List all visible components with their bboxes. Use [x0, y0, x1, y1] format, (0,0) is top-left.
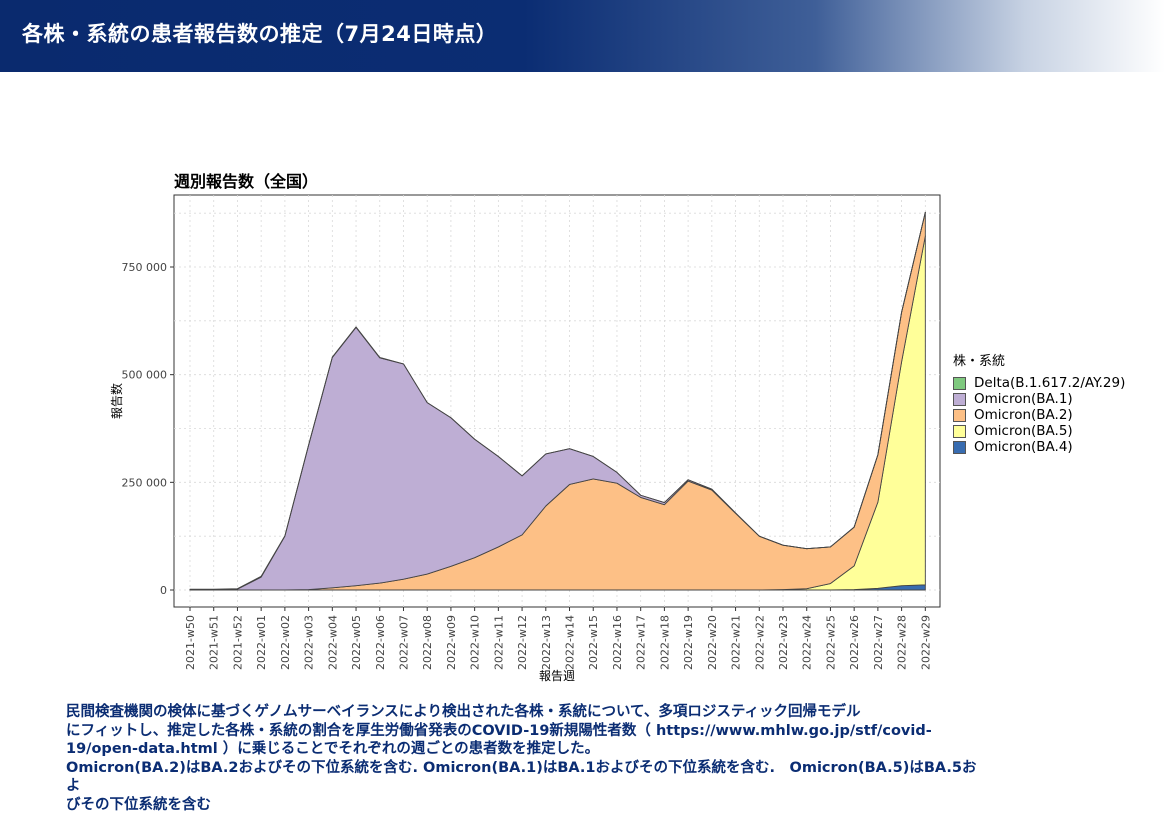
legend-swatch	[953, 440, 966, 454]
header-banner: 各株・系統の患者報告数の推定（7月24日時点）	[0, 0, 1165, 72]
legend-swatch	[953, 376, 966, 390]
x-tick-label: 2022-w13	[540, 615, 553, 670]
area-delta-b-1-617-2-ay-29	[189, 211, 926, 591]
x-tick-label: 2021-w51	[208, 615, 221, 670]
legend-label: Omicron(BA.5)	[974, 423, 1073, 439]
x-tick-label: 2022-w02	[279, 615, 292, 670]
footnote-line: にフィットし、推定した各株・系統の割合を厚生労働省発表のCOVID-19新規陽性…	[66, 722, 932, 739]
x-tick-label: 2022-w08	[421, 615, 434, 670]
x-tick-label: 2022-w09	[445, 615, 458, 670]
x-tick-label: 2022-w15	[587, 615, 600, 670]
x-tick-label: 2022-w16	[611, 615, 624, 670]
x-tick-label: 2022-w14	[564, 615, 577, 670]
x-tick-label: 2022-w22	[753, 615, 766, 670]
legend-title: 株・系統	[953, 354, 1006, 369]
legend-label: Omicron(BA.1)	[974, 391, 1073, 407]
x-axis-label: 報告週	[539, 669, 575, 683]
legend-label: Omicron(BA.2)	[974, 407, 1073, 423]
legend: 株・系統 Delta(B.1.617.2/AY.29) Omicron(BA.1)…	[953, 350, 1125, 455]
x-tick-label: 2022-w18	[658, 615, 671, 670]
legend-item: Omicron(BA.1)	[953, 391, 1125, 407]
x-tick-label: 2022-w26	[848, 615, 861, 670]
legend-label: Delta(B.1.617.2/AY.29)	[974, 375, 1126, 391]
x-tick-label: 2022-w10	[469, 615, 482, 670]
footnote-line: Omicron(BA.2)はBA.2およびその下位系統を含む. Omicron(…	[66, 759, 977, 795]
x-tick-label: 2022-w12	[516, 615, 529, 670]
x-tick-label: 2022-w06	[374, 615, 387, 670]
y-axis-label: 報告数	[109, 383, 124, 419]
legend-swatch	[953, 408, 966, 422]
footnote-line: 民間検査機関の検体に基づくゲノムサーベイランスにより検出された各株・系統について…	[66, 704, 861, 720]
x-tick-label: 2022-w29	[919, 615, 932, 670]
x-tick-label: 2021-w50	[184, 615, 197, 670]
x-tick-label: 2022-w23	[777, 615, 790, 670]
legend-swatch	[953, 424, 966, 438]
x-tick-label: 2021-w52	[231, 615, 244, 670]
legend-swatch	[953, 392, 966, 406]
y-tick-label: 500 000	[122, 369, 168, 382]
x-tick-label: 2022-w27	[872, 615, 885, 670]
y-tick-label: 750 000	[122, 261, 168, 274]
x-tick-label: 2022-w05	[350, 615, 363, 670]
footnote: 民間検査機関の検体に基づくゲノムサーベイランスにより検出された各株・系統について…	[66, 703, 981, 814]
x-tick-label: 2022-w20	[706, 615, 719, 670]
x-tick-label: 2022-w04	[326, 615, 339, 670]
page-title: 各株・系統の患者報告数の推定（7月24日時点）	[22, 22, 498, 46]
legend-item: Omicron(BA.4)	[953, 439, 1125, 455]
legend-item: Omicron(BA.2)	[953, 407, 1125, 423]
x-tick-label: 2022-w24	[801, 615, 814, 670]
x-tick-label: 2022-w07	[397, 615, 410, 670]
legend-item: Delta(B.1.617.2/AY.29)	[953, 375, 1125, 391]
x-tick-label: 2022-w25	[824, 615, 837, 670]
x-tick-label: 2022-w01	[255, 615, 268, 670]
y-tick-label: 250 000	[122, 476, 168, 489]
x-tick-label: 2022-w11	[492, 615, 505, 670]
chart-title: 週別報告数（全国）	[174, 172, 318, 191]
footnote-line: びその下位系統を含む	[66, 796, 211, 813]
legend-item: Omicron(BA.5)	[953, 423, 1125, 439]
legend-label: Omicron(BA.4)	[974, 439, 1073, 455]
x-tick-label: 2022-w21	[730, 615, 743, 670]
x-tick-label: 2022-w19	[682, 615, 695, 670]
x-tick-label: 2022-w17	[635, 615, 648, 670]
footnote-line: 19/open-data.html ）に乗じることでそれぞれの週ごとの患者数を推…	[66, 741, 600, 757]
chart: 0 250 000 500 000 750 000 2021-w50 2021-w51 20…	[109, 172, 941, 683]
x-tick-label: 2022-w28	[896, 615, 909, 670]
y-tick-label: 0	[160, 584, 167, 597]
x-tick-label: 2022-w03	[303, 615, 316, 670]
